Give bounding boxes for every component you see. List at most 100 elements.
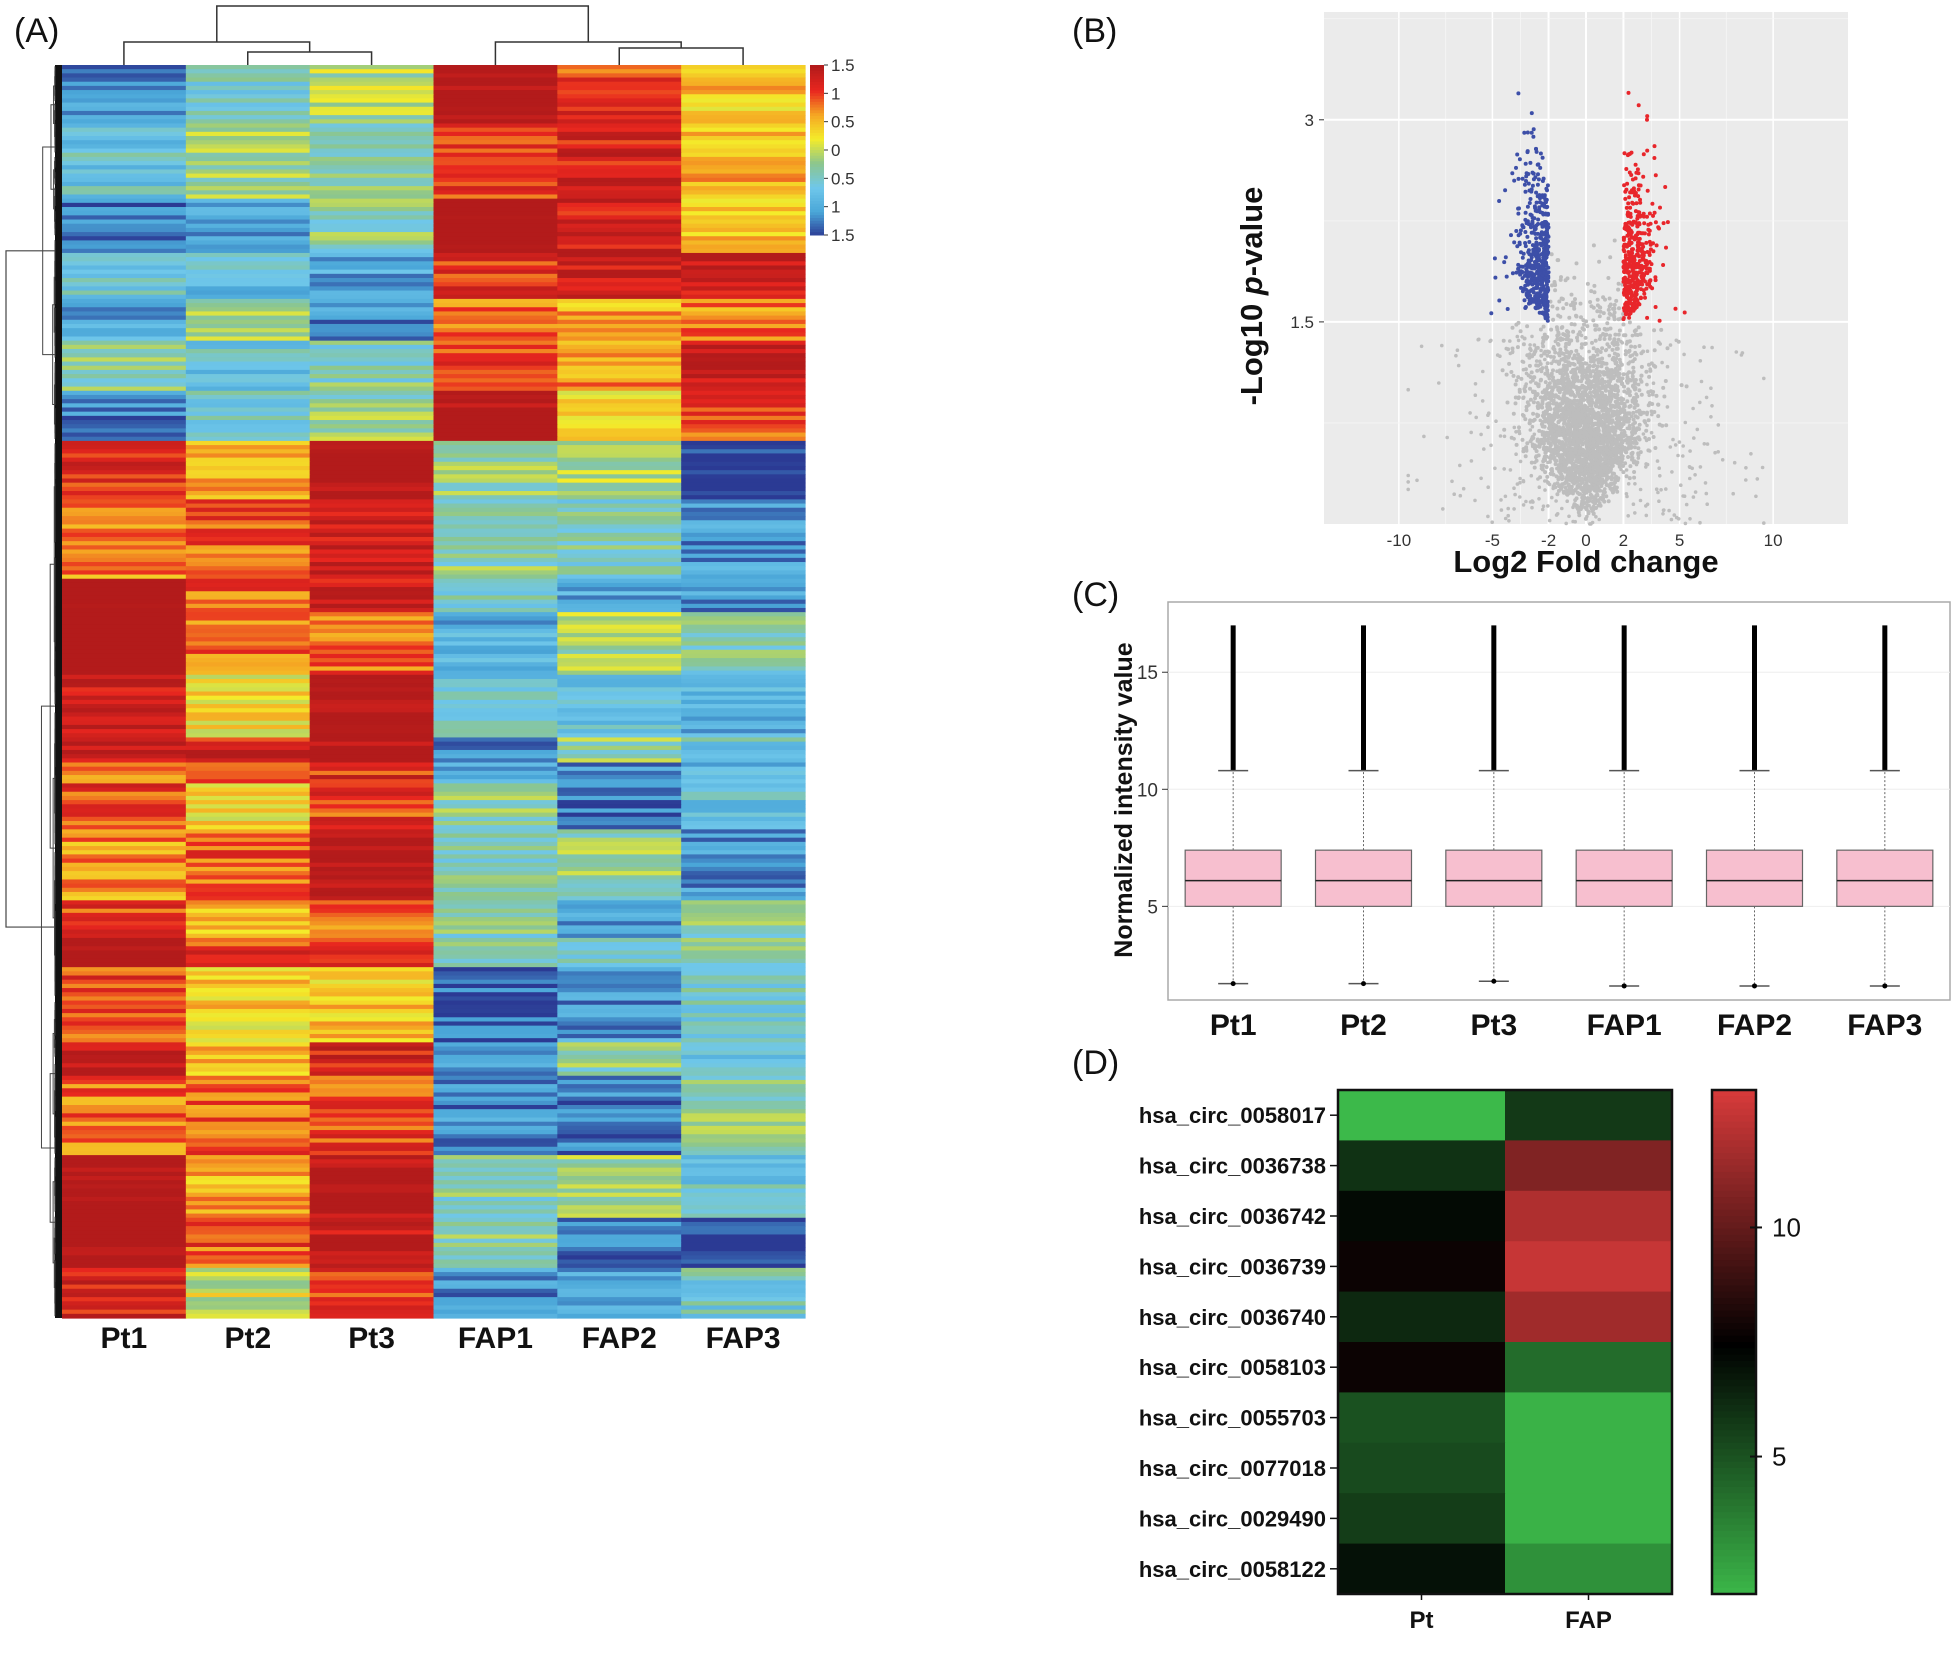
heatmap-cell	[185, 628, 311, 634]
volcano-point	[1673, 306, 1678, 311]
colorbar-segment	[810, 70, 824, 74]
heatmap-cell	[62, 382, 187, 388]
volcano-point	[1505, 400, 1510, 405]
heatmap-cell	[681, 69, 806, 74]
volcano-point	[1606, 276, 1611, 280]
heatmap-cell	[309, 190, 435, 196]
heatmap-cell	[433, 729, 558, 734]
volcano-point	[1578, 362, 1583, 367]
heatmap-cell	[185, 349, 311, 354]
volcano-point	[1647, 374, 1652, 379]
volcano-point	[1601, 473, 1605, 478]
heatmap-cell	[433, 1125, 558, 1131]
heatmap-cell	[62, 1150, 187, 1156]
volcano-point	[1625, 372, 1630, 377]
heatmap-cell	[681, 1247, 806, 1252]
heatmap-cell	[433, 315, 558, 321]
heatmap-cell	[681, 269, 806, 275]
heatmap-cell	[309, 453, 435, 459]
volcano-point	[1543, 380, 1548, 385]
heatmap-cell	[433, 1259, 558, 1265]
heatmap-cell	[62, 1008, 187, 1014]
heatmap-cell	[309, 1209, 435, 1215]
heatmap-cell	[309, 745, 435, 751]
volcano-point	[1595, 364, 1600, 369]
heatmap-cell	[433, 678, 558, 684]
heatmap-cell	[185, 770, 311, 776]
volcano-point	[1636, 426, 1640, 431]
volcano-point	[1650, 402, 1655, 406]
volcano-point	[1617, 328, 1622, 333]
heatmap-cell	[433, 1059, 558, 1064]
heatmap-cell	[681, 921, 806, 926]
heatmap-cell	[185, 186, 311, 191]
heatmap-cell	[62, 879, 187, 885]
volcano-point	[1523, 454, 1528, 459]
volcano-point	[1538, 165, 1543, 170]
volcano-point	[1607, 469, 1612, 474]
heatmap-cell	[185, 912, 311, 918]
volcano-point	[1531, 411, 1536, 416]
volcano-point	[1535, 438, 1540, 443]
heatmap-cell	[433, 106, 558, 112]
heatmap-cell	[62, 658, 187, 663]
volcano-point	[1585, 405, 1590, 410]
heatmap-cell	[557, 73, 682, 79]
heatmap-cell	[309, 474, 435, 480]
heatmap-cell	[433, 465, 558, 471]
volcano-point	[1612, 358, 1617, 363]
volcano-point	[1606, 307, 1611, 312]
heatmap-cell	[185, 1276, 311, 1282]
heatmap-cell	[62, 562, 187, 567]
heatmap-cell	[433, 695, 558, 701]
heatmap-cell	[681, 962, 806, 968]
heatmap-cell	[62, 119, 187, 125]
volcano-point	[1621, 433, 1626, 438]
heatmap-cell	[681, 562, 806, 567]
heatmap-cell	[185, 804, 311, 810]
heatmap-cell	[185, 666, 311, 672]
heatmap-cell	[185, 1192, 311, 1198]
heatmap-cell	[433, 641, 558, 647]
heatmap-cell	[309, 854, 435, 860]
heatmap-cell	[309, 599, 435, 605]
heatmap-cell	[185, 983, 311, 989]
volcano-point	[1569, 292, 1574, 297]
colorbar-segment	[810, 130, 824, 134]
heatmap-cell	[433, 328, 558, 333]
heatmap-cell	[557, 921, 682, 926]
heatmap-cell	[309, 841, 435, 847]
heatmap-cell	[62, 1000, 187, 1006]
volcano-point	[1523, 417, 1528, 422]
heatmap-cell	[433, 1280, 558, 1286]
heatmap-cell	[62, 666, 187, 672]
heatmap-cell	[309, 858, 435, 864]
volcano-point	[1607, 461, 1612, 465]
dendrogram-root	[5, 250, 55, 928]
heatmap-cell	[309, 988, 435, 993]
heatmap-cell	[62, 252, 187, 258]
heatmap-cell	[62, 967, 187, 972]
heatmap-cell	[557, 211, 682, 216]
heatmap-cell	[557, 712, 682, 718]
heatmap-cell	[681, 846, 806, 851]
colorbar-segment	[810, 133, 824, 137]
heatmap-cell	[185, 202, 311, 208]
heatmap-cell	[433, 1130, 558, 1135]
volcano-point	[1529, 460, 1534, 465]
heatmap-cell	[433, 841, 558, 847]
heatmap-cell	[433, 1084, 558, 1089]
heatmap-cell	[62, 194, 187, 200]
heatmap-cell	[309, 770, 435, 776]
heatmap-cell	[185, 695, 311, 701]
heatmap-cell	[62, 1033, 187, 1039]
heatmap-cell	[62, 1280, 187, 1286]
heatmap-cell	[557, 1242, 682, 1248]
heatmap-cell	[681, 257, 806, 262]
panel-label-b: (B)	[1072, 12, 1117, 50]
heatmap-cell	[62, 716, 187, 722]
heatmap-cell	[185, 808, 311, 814]
heatmap-cell	[185, 436, 311, 442]
heatmap-cell	[185, 1255, 311, 1261]
heatmap-cell	[557, 298, 682, 304]
